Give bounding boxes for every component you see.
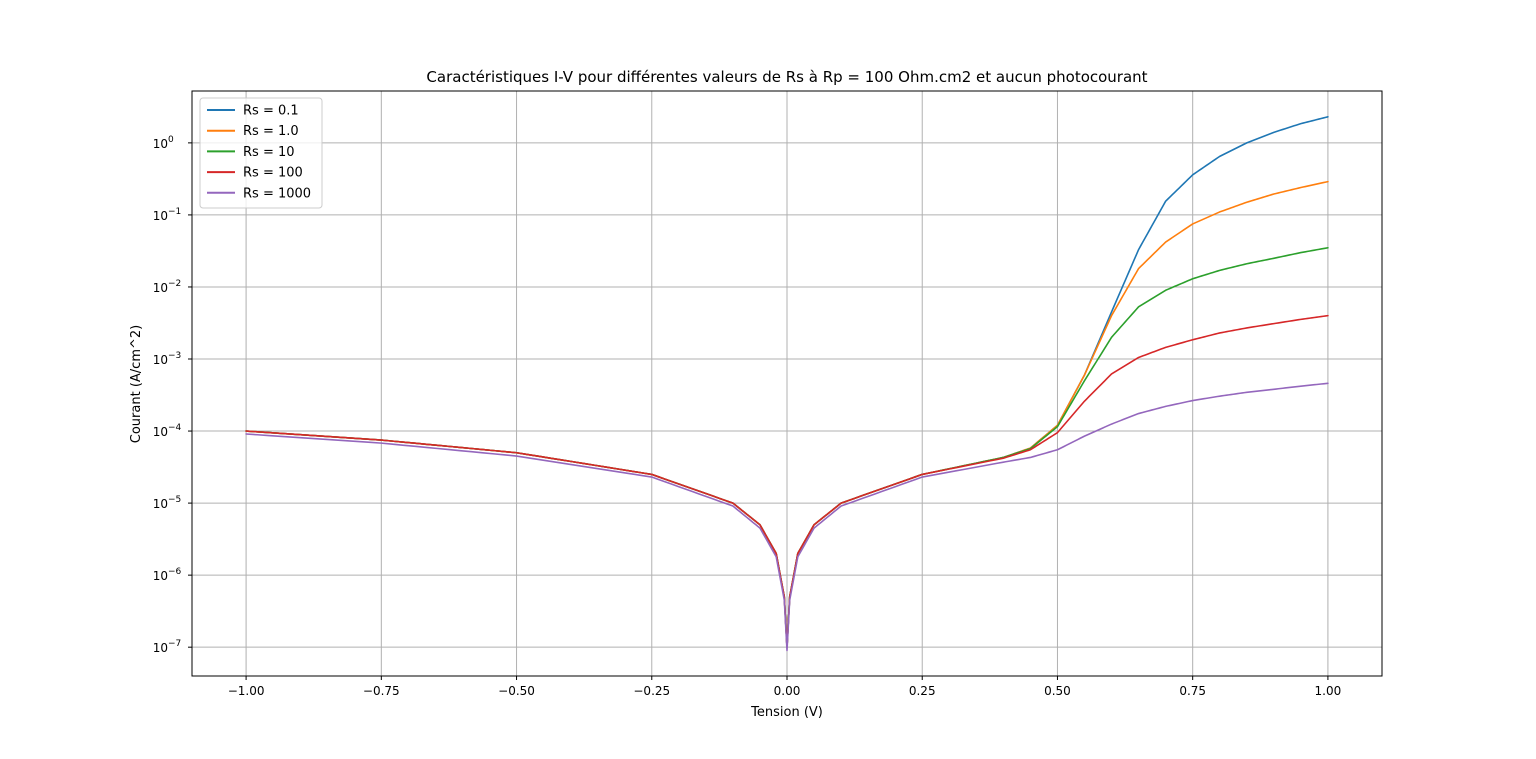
series-line-4 <box>245 382 1329 652</box>
y-tick-label: 10 −6 <box>153 567 182 583</box>
y-tick-base: 10 <box>153 209 168 223</box>
y-tick-exponent: −7 <box>168 639 181 649</box>
y-tick-label: 10 −1 <box>153 207 182 223</box>
x-tick-label: 0.50 <box>1044 684 1071 698</box>
x-tick-label: −0.25 <box>633 684 670 698</box>
y-tick-base: 10 <box>153 353 168 367</box>
x-tick-label: 1.00 <box>1315 684 1342 698</box>
legend-entry: Rs = 100 <box>207 166 303 181</box>
series-lines <box>245 116 1329 652</box>
chart-title: Caractéristiques I-V pour différentes va… <box>426 68 1147 86</box>
x-tick-label: −0.75 <box>363 684 400 698</box>
x-axis-label: Tension (V) <box>750 705 823 720</box>
y-tick-exponent: −1 <box>168 207 181 217</box>
legend-label: Rs = 1.0 <box>243 124 299 139</box>
y-tick-label: 10 −4 <box>153 423 182 439</box>
plot-frame <box>191 90 1383 677</box>
grid <box>192 91 1382 676</box>
legend-entry: Rs = 1000 <box>207 186 311 201</box>
y-tick-base: 10 <box>153 425 168 439</box>
y-tick-exponent: 0 <box>168 135 174 145</box>
ticks: −1.00 −0.75 −0.50 −0.25 0.00 0.25 0.50 0.75 1.00… <box>153 135 1342 698</box>
y-tick-base: 10 <box>153 497 168 511</box>
legend-label: Rs = 1000 <box>243 186 311 201</box>
y-tick-label: 10 −7 <box>153 639 182 655</box>
series-line-3 <box>245 314 1329 648</box>
x-tick-label: −1.00 <box>228 684 265 698</box>
x-tick-label: 0.75 <box>1179 684 1206 698</box>
y-tick-exponent: −2 <box>168 279 181 289</box>
y-tick-label: 10 −2 <box>153 279 182 295</box>
y-tick-base: 10 <box>153 569 168 583</box>
x-tick-label: 0.00 <box>774 684 801 698</box>
legend: Rs = 0.1 Rs = 1.0 Rs = 10 Rs = 100 Rs = 1000 <box>199 97 323 209</box>
y-tick-exponent: −3 <box>168 351 181 361</box>
legend-label: Rs = 100 <box>243 166 303 181</box>
legend-box <box>199 97 323 209</box>
legend-entry: Rs = 1.0 <box>207 124 299 139</box>
legend-entry: Rs = 0.1 <box>207 104 299 119</box>
y-tick-exponent: −6 <box>168 567 182 577</box>
y-axis-label: Courant (A/cm^2) <box>129 325 144 443</box>
y-tick-exponent: −5 <box>168 495 181 505</box>
legend-entry: Rs = 10 <box>207 145 295 160</box>
legend-label: Rs = 0.1 <box>243 104 299 119</box>
legend-label: Rs = 10 <box>243 145 295 160</box>
y-tick-base: 10 <box>153 137 168 151</box>
y-tick-label: 10 0 <box>153 135 174 151</box>
y-tick-base: 10 <box>153 281 168 295</box>
y-tick-label: 10 −3 <box>153 351 182 367</box>
y-tick-exponent: −4 <box>168 423 182 433</box>
x-tick-label: −0.50 <box>498 684 535 698</box>
legend-items: Rs = 0.1 Rs = 1.0 Rs = 10 Rs = 100 Rs = 1000 <box>207 104 311 201</box>
y-tick-base: 10 <box>153 641 168 655</box>
x-tick-label: 0.25 <box>909 684 936 698</box>
y-tick-label: 10 −5 <box>153 495 182 511</box>
